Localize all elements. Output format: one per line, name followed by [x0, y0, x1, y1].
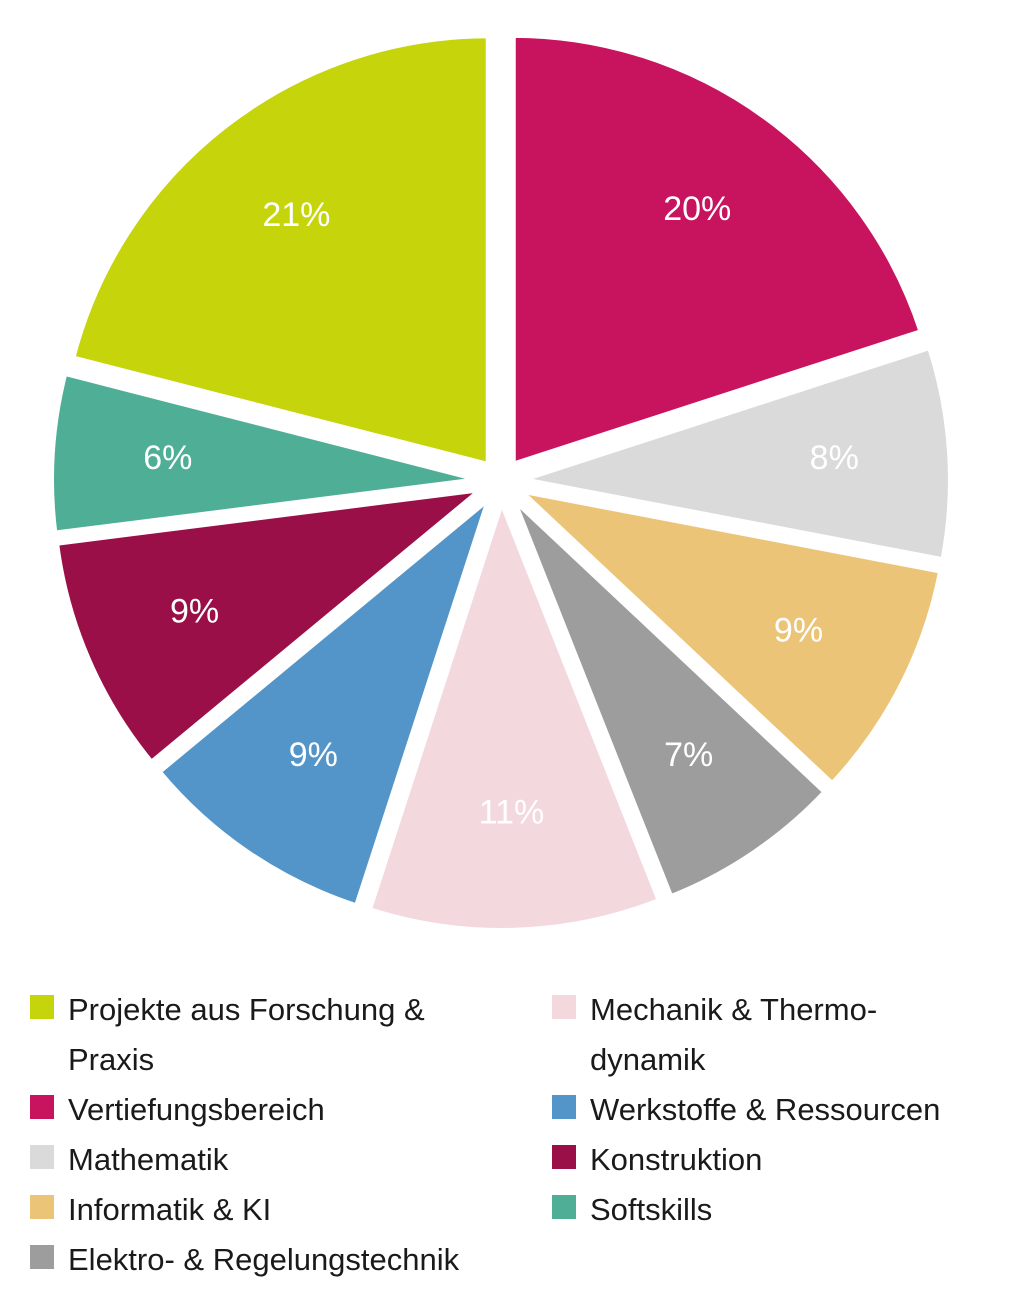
- legend-column-right: Mechanik & Thermo- dynamik Werkstoffe & R…: [552, 985, 1010, 1235]
- legend-item: Mechanik & Thermo- dynamik: [552, 985, 1010, 1085]
- pie-slice: [509, 31, 926, 469]
- legend-label: Softskills: [590, 1192, 713, 1227]
- slice-value-label: 21%: [262, 196, 330, 234]
- legend-label: Elektro- & Regelungstechnik: [68, 1242, 460, 1277]
- pie-slice: [520, 343, 954, 564]
- legend-column-left: Projekte aus Forschung & Praxis Vertiefun…: [30, 985, 530, 1285]
- legend-swatch: [30, 1195, 54, 1219]
- legend-label: Vertiefungsbereich: [68, 1092, 325, 1127]
- pie-slice: [52, 484, 493, 768]
- legend-item: Mathematik: [30, 1135, 530, 1185]
- legend-swatch: [552, 1095, 576, 1119]
- pie-slice: [364, 492, 664, 934]
- pie-slice: [68, 32, 492, 470]
- legend-swatch: [30, 1095, 54, 1119]
- legend: Projekte aus Forschung & Praxis Vertiefun…: [30, 985, 1010, 1285]
- slice-value-label: 9%: [774, 612, 823, 650]
- slice-value-label: 11%: [479, 794, 545, 832]
- legend-item: Konstruktion: [552, 1135, 1010, 1185]
- pie-chart: 20% 8% 9% 7% 11% 9% 9% 6% 21%: [48, 31, 954, 934]
- legend-item: Informatik & KI: [30, 1185, 530, 1235]
- slice-value-label: 9%: [170, 593, 219, 631]
- legend-item: Projekte aus Forschung & Praxis: [30, 985, 530, 1085]
- legend-item: Werkstoffe & Ressourcen: [552, 1085, 1010, 1135]
- legend-item: Vertiefungsbereich: [30, 1085, 530, 1135]
- slice-value-label: 6%: [143, 439, 192, 477]
- slice-value-label: 7%: [664, 736, 713, 774]
- legend-swatch: [30, 995, 54, 1019]
- legend-swatch: [552, 1145, 576, 1169]
- legend-label: Konstruktion: [590, 1142, 763, 1177]
- legend-item: Elektro- & Regelungstechnik: [30, 1235, 530, 1285]
- legend-swatch: [30, 1245, 54, 1269]
- legend-label: Informatik & KI: [68, 1192, 272, 1227]
- legend-label: Werkstoffe & Ressourcen: [590, 1092, 941, 1127]
- legend-label: Mechanik & Thermo- dynamik: [590, 992, 878, 1077]
- pie-slice: [154, 488, 496, 911]
- pie-slice: [509, 495, 830, 902]
- legend-label: Projekte aus Forschung & Praxis: [68, 992, 425, 1077]
- legend-swatch: [30, 1145, 54, 1169]
- legend-label: Mathematik: [68, 1142, 229, 1177]
- legend-item: Softskills: [552, 1185, 1010, 1235]
- legend-swatch: [552, 995, 576, 1019]
- slice-value-label: 9%: [289, 736, 338, 774]
- pie-slice: [509, 485, 945, 789]
- slice-value-label: 8%: [810, 439, 859, 477]
- pie-slice: [48, 369, 482, 537]
- slice-value-label: 20%: [663, 190, 731, 228]
- legend-swatch: [552, 1195, 576, 1219]
